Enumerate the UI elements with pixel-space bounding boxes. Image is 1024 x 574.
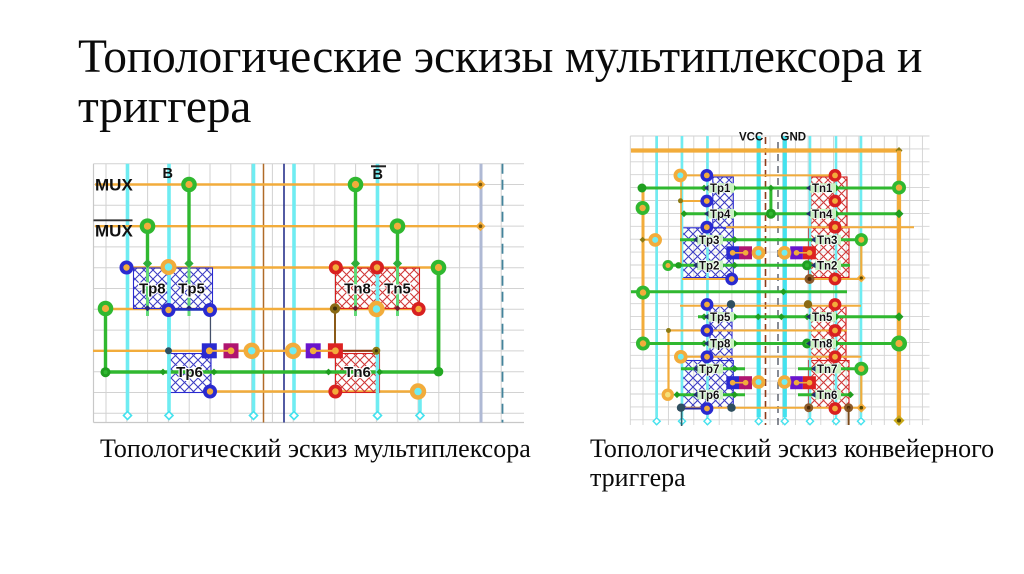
- svg-text:Tn8: Tn8: [344, 281, 371, 298]
- svg-text:Tn8: Tn8: [812, 339, 833, 351]
- svg-text:Tp5: Tp5: [710, 312, 731, 324]
- svg-text:Tp6: Tp6: [699, 390, 719, 402]
- svg-text:Tp6: Tp6: [176, 364, 203, 381]
- svg-text:B: B: [373, 167, 383, 183]
- svg-text:Tn1: Tn1: [812, 183, 833, 195]
- svg-text:Tn7: Tn7: [817, 364, 837, 376]
- svg-text:VCC: VCC: [739, 132, 763, 144]
- svg-text:MUX: MUX: [95, 222, 133, 241]
- svg-text:B: B: [163, 166, 173, 182]
- svg-text:Tp3: Tp3: [699, 235, 719, 247]
- svg-text:MUX: MUX: [95, 176, 133, 195]
- svg-text:Tp8: Tp8: [139, 281, 166, 298]
- svg-text:Tn2: Tn2: [817, 261, 837, 273]
- svg-text:Tp4: Tp4: [710, 209, 731, 221]
- svg-text:Tn6: Tn6: [344, 364, 371, 381]
- svg-text:Tp5: Tp5: [178, 281, 205, 298]
- svg-text:Tn6: Tn6: [817, 390, 837, 402]
- svg-text:Tp7: Tp7: [699, 364, 719, 376]
- svg-text:Tp8: Tp8: [710, 339, 731, 351]
- svg-text:Tn3: Tn3: [817, 235, 837, 247]
- svg-text:Tp1: Tp1: [710, 183, 731, 195]
- svg-text:Tn5: Tn5: [812, 312, 833, 324]
- svg-text:Tn4: Tn4: [812, 209, 833, 221]
- svg-text:GND: GND: [781, 132, 807, 144]
- svg-text:Tp2: Tp2: [699, 261, 719, 273]
- svg-text:Tn5: Tn5: [384, 281, 411, 298]
